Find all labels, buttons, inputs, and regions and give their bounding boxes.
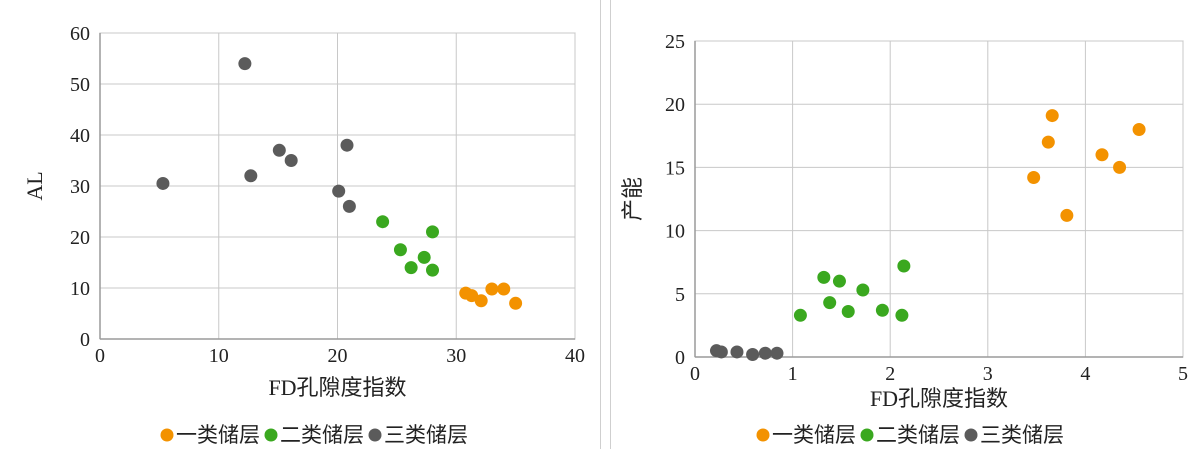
data-point-series-1: [1060, 208, 1074, 222]
data-point-series-2: [793, 308, 807, 322]
x-tick-label: 2: [885, 363, 895, 385]
data-point-series-1: [1041, 135, 1055, 149]
data-point-series-2: [426, 225, 439, 239]
y-axis-title: AL: [22, 171, 47, 200]
data-point-series-2: [404, 261, 418, 275]
data-point-series-2: [856, 283, 870, 297]
data-point-series-1: [474, 294, 488, 308]
data-point-series-3: [730, 345, 744, 359]
data-point-series-2: [426, 263, 439, 277]
data-point-series-2: [897, 259, 911, 273]
data-point-series-3: [770, 346, 784, 360]
y-tick-label: 40: [70, 125, 90, 147]
plot-area-frame: [694, 40, 1184, 358]
data-point-series-2: [823, 296, 837, 310]
data-point-series-2: [393, 243, 407, 257]
data-point-series-1: [1095, 148, 1109, 162]
y-tick-label: 60: [70, 23, 90, 45]
legend-marker: [264, 428, 278, 442]
x-tick-label: 40: [565, 345, 585, 367]
y-tick-label: 5: [675, 284, 685, 306]
data-point-series-1: [1132, 122, 1146, 136]
scatter-chart-al: 0 10 20 30 40 0 10 20 30 40 50 60 FD孔隙度指数 AL 一类储层 二类储层三…: [22, 23, 585, 447]
x-tick-label: 0: [95, 345, 105, 367]
x-tick-label: 10: [209, 345, 229, 367]
data-point-series-1: [1027, 171, 1041, 185]
data-point-series-3: [714, 345, 728, 359]
y-tick-label: 50: [70, 74, 90, 96]
data-point-series-2: [841, 304, 855, 318]
legend-label: 三类储层: [384, 423, 468, 447]
data-point-series-2: [875, 303, 889, 317]
y-tick-label: 20: [70, 227, 90, 249]
legend-marker: [368, 428, 382, 442]
data-point-series-2: [417, 250, 431, 264]
y-tick-label: 20: [665, 94, 685, 116]
legend-marker: [160, 428, 174, 442]
data-point-series-1: [509, 296, 523, 310]
data-point-series-3: [340, 138, 354, 152]
x-tick-label: 30: [446, 345, 466, 367]
y-tick-label: 25: [665, 31, 685, 53]
data-point-series-2: [817, 270, 831, 284]
legend-label: 二类储层: [280, 423, 364, 447]
legend-label: 二类储层: [876, 423, 960, 447]
legend-marker: [756, 428, 770, 442]
data-point-series-2: [895, 308, 909, 322]
x-tick-label: 3: [983, 363, 993, 385]
data-point-series-3: [746, 347, 760, 361]
y-tick-label: 0: [675, 347, 685, 369]
chart-panel-productivity: 0 1 2 3 4 5 0 5 10 15 20 25 FD孔隙度指数 产能一类储层 二类储层 三类储层: [610, 0, 1192, 449]
legend-label: 一类储层: [176, 423, 260, 447]
y-axis-title: 产能: [620, 177, 645, 221]
x-tick-label: 20: [328, 345, 348, 367]
legend-marker: [860, 428, 874, 442]
y-tick-label: 10: [665, 221, 685, 243]
x-axis-title: FD孔隙度指数: [870, 386, 1008, 411]
legend-label: 三类储层: [980, 423, 1064, 447]
legend-marker: [964, 428, 978, 442]
y-tick-label: 30: [70, 176, 90, 198]
data-point-series-3: [272, 143, 286, 157]
x-tick-label: 4: [1080, 363, 1090, 385]
data-point-series-1: [1045, 109, 1059, 123]
x-axis-title: FD孔隙度指数: [268, 375, 406, 400]
data-point-series-2: [832, 274, 846, 288]
data-point-series-3: [238, 57, 252, 71]
y-tick-label: 0: [80, 329, 90, 351]
data-point-series-3: [342, 199, 356, 213]
data-point-series-1: [497, 282, 511, 296]
data-point-series-3: [758, 346, 772, 360]
x-tick-label: 0: [690, 363, 700, 385]
data-point-series-3: [332, 184, 346, 198]
legend-label: 一类储层: [772, 423, 856, 447]
y-tick-label: 15: [665, 157, 685, 179]
x-tick-label: 5: [1178, 363, 1188, 385]
chart-panel-al: 0 10 20 30 40 0 10 20 30 40 50 60 FD孔隙度指数 AL 一类储层 二类储层三…: [22, 0, 601, 449]
data-point-series-1: [465, 289, 479, 303]
y-tick-label: 10: [70, 278, 90, 300]
data-point-series-1: [485, 282, 499, 296]
data-point-series-3: [244, 169, 258, 183]
data-point-series-3: [156, 176, 170, 190]
data-point-series-3: [284, 154, 298, 167]
data-point-series-1: [1113, 160, 1127, 174]
data-point-series-2: [376, 215, 390, 229]
x-tick-label: 1: [788, 363, 798, 385]
